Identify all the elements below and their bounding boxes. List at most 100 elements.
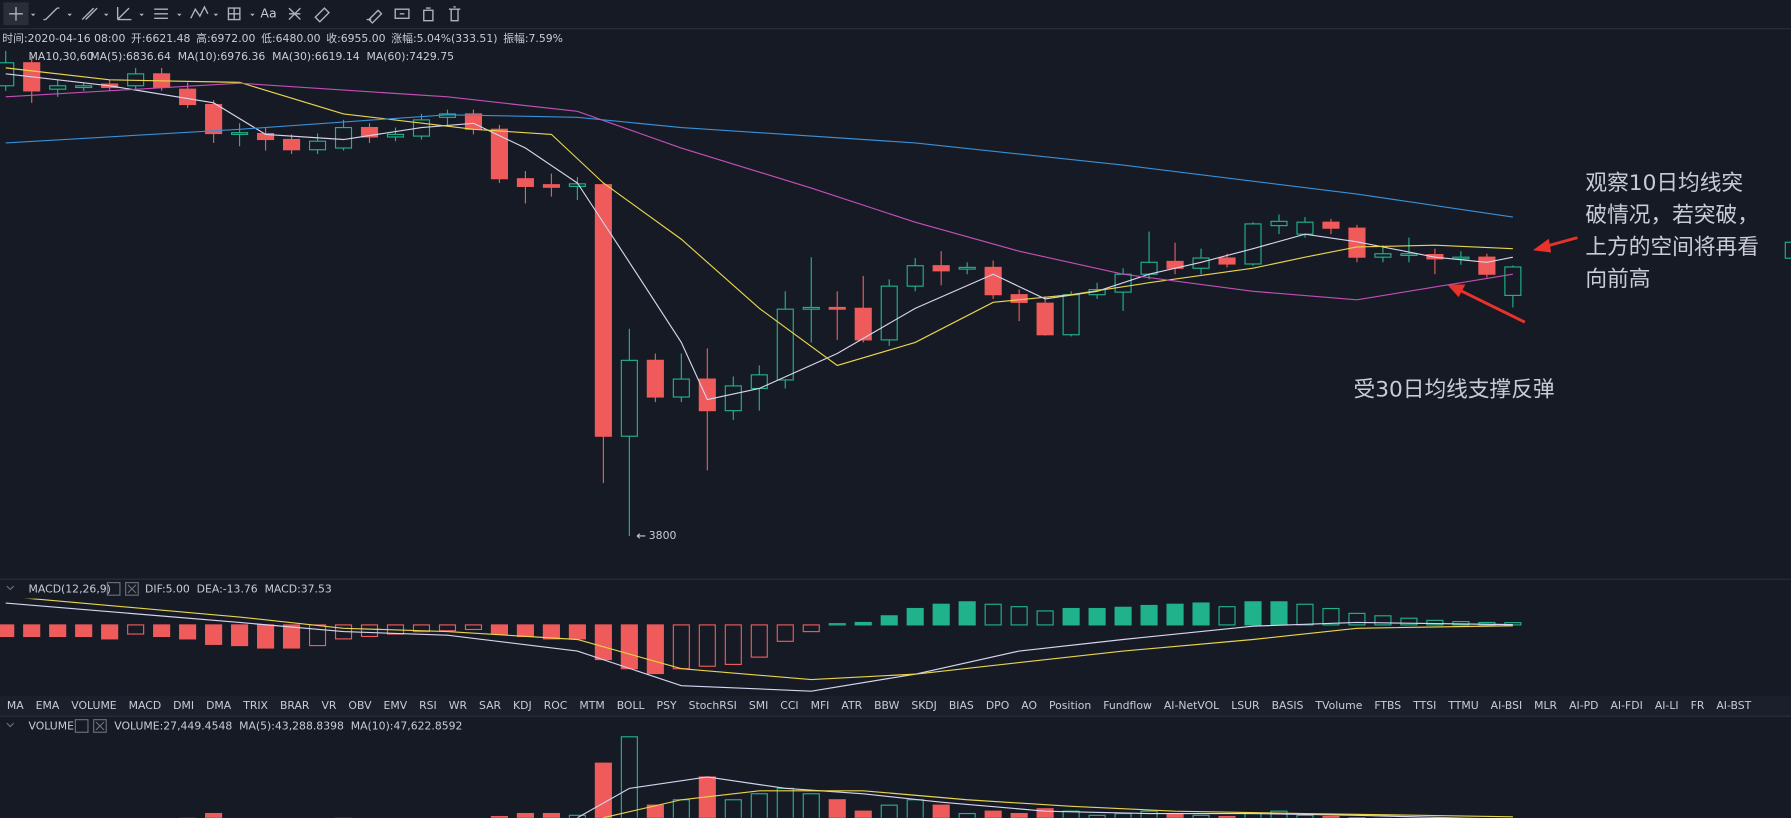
collapse-icon[interactable] [6, 585, 15, 728]
indicator-tab[interactable]: AO [1021, 699, 1037, 712]
pen-icon[interactable] [366, 9, 383, 24]
indicator-tab[interactable]: TRIX [242, 699, 268, 712]
indicator-tab[interactable]: MTM [579, 699, 604, 712]
indicator-tab[interactable]: FR [1691, 699, 1705, 712]
indicator-tab[interactable]: ROC [544, 699, 568, 712]
eraser-icon[interactable] [314, 7, 330, 23]
info-high: 高:6972.00 [196, 31, 255, 45]
indicator-tab[interactable]: CCI [780, 699, 798, 712]
indicator-tab[interactable]: RSI [419, 699, 437, 712]
indicator-tab[interactable]: EMV [383, 699, 407, 712]
candle-body [1010, 294, 1028, 303]
candle-body [1348, 227, 1366, 258]
indicator-tab[interactable]: AI-BSI [1491, 699, 1522, 712]
indicator-tab[interactable]: BOLL [617, 699, 645, 712]
crosshair-icon[interactable] [9, 6, 23, 21]
lock-icon[interactable] [394, 8, 410, 20]
indicator-line [5, 73, 1513, 401]
annotation-arrows [1447, 236, 1578, 324]
settings-icon[interactable] [74, 719, 89, 733]
legend-entry: MA(10):6976.36 [178, 50, 266, 63]
macd-bar [205, 624, 223, 645]
indicator-tab[interactable]: MFI [811, 699, 830, 712]
volume-bar [1140, 810, 1158, 818]
delete-icon[interactable] [448, 6, 461, 22]
candle-body [386, 133, 405, 138]
fib-tool-icon[interactable] [154, 8, 168, 20]
indicator-tab[interactable]: MLR [1534, 699, 1557, 712]
volume-bar [1296, 814, 1314, 818]
indicator-tab[interactable]: AI-BST [1716, 699, 1751, 712]
pattern-tool-icon[interactable] [190, 5, 209, 19]
legend-entry: MA(10):47,622.8592 [351, 720, 463, 733]
close-cross [95, 584, 137, 731]
macd-bar [0, 624, 15, 638]
indicator-tab[interactable]: ATR [841, 699, 862, 712]
indicator-tab[interactable]: BRAR [280, 699, 310, 712]
brush-tool-icon[interactable] [288, 7, 301, 20]
indicator-tab[interactable]: AI-PD [1569, 699, 1598, 712]
panel-title: MACD(12,26,9) [29, 582, 111, 595]
indicator-tab[interactable]: WR [449, 699, 468, 712]
macd-bar [984, 603, 1002, 626]
close-icon[interactable] [93, 719, 107, 733]
volume-bar [490, 815, 509, 818]
close-icon[interactable] [125, 582, 139, 596]
legend-entry: VOLUME:27,449.4548 [114, 720, 232, 733]
volume-bar [932, 804, 950, 818]
indicator-tab[interactable]: MACD [129, 699, 162, 712]
indicator-tab[interactable]: Fundflow [1103, 699, 1152, 712]
channel-tool-icon[interactable] [81, 7, 98, 20]
indicator-tab[interactable]: LSUR [1231, 699, 1260, 712]
indicator-tab[interactable]: DMI [173, 699, 194, 712]
line-tool-icon[interactable] [43, 7, 60, 21]
indicator-tab[interactable]: VR [321, 699, 336, 712]
indicator-tab[interactable]: StochRSI [689, 699, 737, 712]
visibility-icon[interactable] [423, 7, 434, 22]
indicator-tab[interactable]: OBV [348, 699, 372, 712]
volume-bar [594, 762, 612, 818]
indicator-tab[interactable]: TTSI [1412, 699, 1436, 712]
macd-bar [1322, 607, 1340, 626]
indicator-tab[interactable]: MA [7, 699, 24, 712]
indicator-tab[interactable]: EMA [36, 699, 60, 712]
indicator-tab[interactable]: AI-FDI [1611, 699, 1643, 712]
main-panel [0, 50, 1522, 536]
text-tool[interactable]: Aa [260, 5, 276, 20]
indicator-tab[interactable]: SKDJ [911, 699, 937, 712]
measure-tool-icon[interactable] [227, 7, 241, 21]
indicator-tab[interactable]: AI-LI [1655, 699, 1679, 712]
low-arrow [636, 533, 646, 539]
annotation: 观察10日均线突 [1585, 171, 1743, 196]
annotation: 向前高 [1585, 267, 1650, 292]
legend-entry: MA(5):6836.64 [90, 50, 171, 63]
candle-body [1452, 256, 1470, 260]
indicator-tab[interactable]: DMA [206, 699, 232, 712]
angle-tool-icon[interactable] [116, 6, 132, 21]
legend-entry: MA(60):7429.75 [366, 50, 454, 63]
info-open: 开:6621.48 [131, 32, 190, 45]
macd-bar [828, 623, 846, 626]
indicator-name: MA10,30,60 [29, 50, 94, 63]
indicator-tab[interactable]: AI-NetVOL [1164, 699, 1219, 712]
indicator-tab[interactable]: Position [1049, 699, 1091, 712]
indicator-tab[interactable]: BIAS [949, 699, 974, 712]
candle-body [231, 132, 249, 135]
volume-bar [802, 793, 820, 818]
indicator-tab[interactable]: KDJ [513, 699, 532, 712]
candle-body [1478, 256, 1496, 275]
indicator-tab[interactable]: BBW [874, 699, 899, 712]
indicator-tab[interactable]: SMI [749, 699, 768, 712]
volume-bar [958, 812, 976, 818]
indicator-tab[interactable]: SAR [479, 699, 502, 712]
settings-icon[interactable] [106, 582, 121, 596]
indicator-tab[interactable]: TTMU [1447, 699, 1478, 712]
indicator-tab[interactable]: BASIS [1272, 699, 1304, 712]
indicator-tab[interactable]: PSY [657, 699, 677, 712]
indicator-tab[interactable]: TVolume [1314, 699, 1362, 712]
indicator-tab[interactable]: FTBS [1374, 699, 1401, 712]
indicator-tab[interactable]: DPO [986, 699, 1009, 712]
indicator-tab[interactable]: VOLUME [71, 699, 117, 712]
macd-bar [854, 621, 872, 626]
